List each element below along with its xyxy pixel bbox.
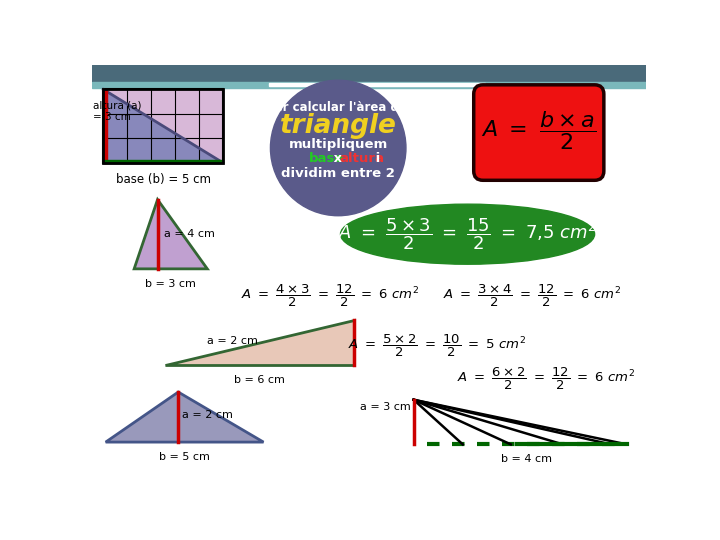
Text: base (b) = 5 cm: base (b) = 5 cm — [115, 173, 210, 186]
Bar — [104, 90, 107, 163]
Text: $A\ =\ \dfrac{4\times3}{2}\ =\ \dfrac{12}{2}\ =\ 6\ cm^2$: $A\ =\ \dfrac{4\times3}{2}\ =\ \dfrac{12… — [241, 283, 420, 309]
Text: b = 5 cm: b = 5 cm — [159, 452, 210, 462]
Polygon shape — [104, 90, 222, 163]
Polygon shape — [106, 392, 264, 442]
Bar — [92, 82, 647, 88]
Text: i: i — [371, 152, 379, 165]
Text: a = 4 cm: a = 4 cm — [163, 229, 215, 239]
Bar — [92, 65, 647, 82]
Text: a = 2 cm: a = 2 cm — [207, 335, 258, 346]
Text: b = 6 cm: b = 6 cm — [234, 375, 284, 385]
Text: altura (a)
= 3 cm: altura (a) = 3 cm — [94, 100, 142, 122]
Text: a = 3 cm: a = 3 cm — [360, 402, 410, 413]
Polygon shape — [165, 320, 354, 365]
Text: x: x — [329, 152, 347, 165]
Polygon shape — [134, 200, 207, 269]
Text: $A\ =\ \dfrac{6\times2}{2}\ =\ \dfrac{12}{2}\ =\ 6\ cm^2$: $A\ =\ \dfrac{6\times2}{2}\ =\ \dfrac{12… — [457, 366, 635, 392]
Circle shape — [271, 80, 406, 215]
Text: triangle: triangle — [280, 113, 397, 139]
Text: b = 4 cm: b = 4 cm — [501, 454, 552, 464]
Bar — [104, 90, 222, 163]
Text: b = 3 cm: b = 3 cm — [145, 279, 196, 289]
Text: $A\ =\ \dfrac{5\times2}{2}\ =\ \dfrac{10}{2}\ =\ 5\ cm^2$: $A\ =\ \dfrac{5\times2}{2}\ =\ \dfrac{10… — [348, 333, 526, 359]
Text: altura: altura — [340, 152, 384, 165]
Text: dividim entre 2: dividim entre 2 — [282, 167, 395, 180]
Text: Per calcular l'àrea del: Per calcular l'àrea del — [266, 102, 410, 114]
Text: base: base — [309, 152, 344, 165]
Text: a = 2 cm: a = 2 cm — [182, 409, 233, 420]
Bar — [269, 83, 485, 86]
FancyBboxPatch shape — [474, 85, 604, 180]
Text: $A\ =\ \dfrac{b\times a}{2}$: $A\ =\ \dfrac{b\times a}{2}$ — [481, 109, 596, 152]
Text: multipliquem: multipliquem — [289, 138, 388, 151]
Bar — [104, 159, 222, 163]
Text: $A\ =\ \dfrac{3\times4}{2}\ =\ \dfrac{12}{2}\ =\ 6\ cm^2$: $A\ =\ \dfrac{3\times4}{2}\ =\ \dfrac{12… — [444, 283, 621, 309]
Text: $A\ =\ \dfrac{5\times3}{2}\ =\ \dfrac{15}{2}\ =\ 7{,}5\ cm^2$: $A\ =\ \dfrac{5\times3}{2}\ =\ \dfrac{15… — [338, 217, 597, 252]
Bar — [104, 90, 222, 163]
Ellipse shape — [341, 204, 595, 264]
